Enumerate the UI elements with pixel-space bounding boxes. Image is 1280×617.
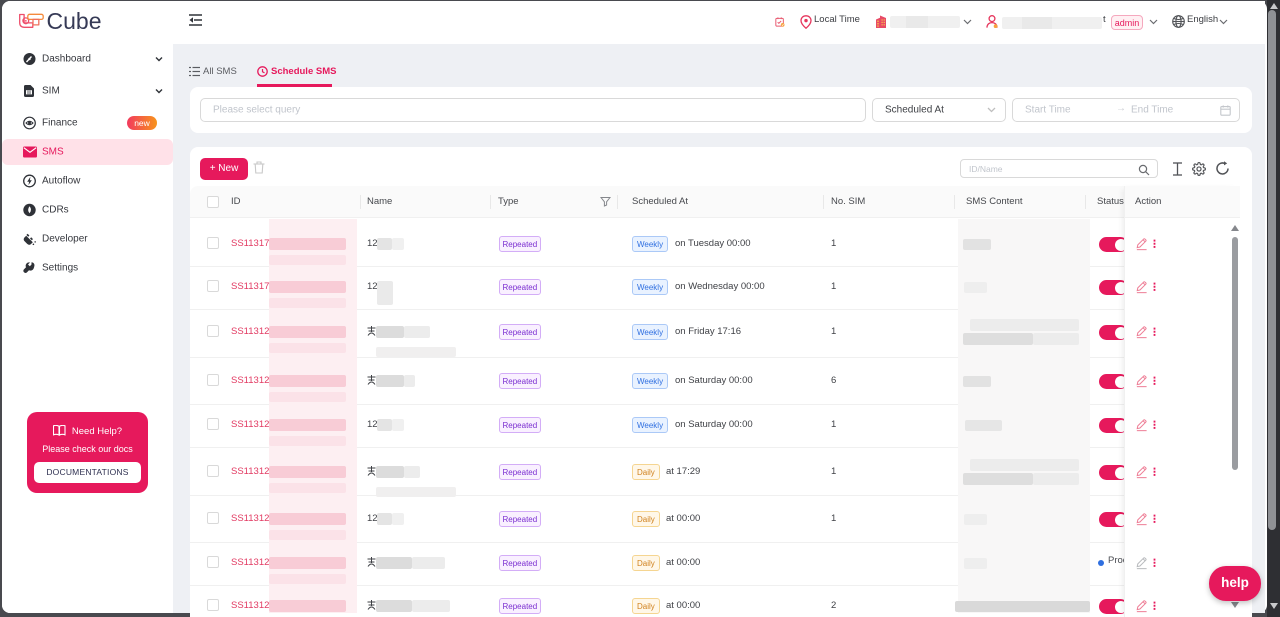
svg-text:Cube: Cube [47,10,102,34]
